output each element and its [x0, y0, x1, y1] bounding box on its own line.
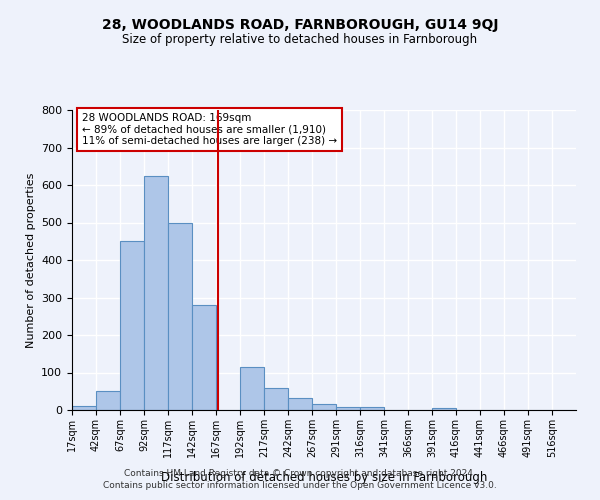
Text: 28 WOODLANDS ROAD: 169sqm
← 89% of detached houses are smaller (1,910)
11% of se: 28 WOODLANDS ROAD: 169sqm ← 89% of detac…	[82, 113, 337, 146]
X-axis label: Distribution of detached houses by size in Farnborough: Distribution of detached houses by size …	[161, 471, 487, 484]
Text: Contains public sector information licensed under the Open Government Licence v3: Contains public sector information licen…	[103, 481, 497, 490]
Text: Contains HM Land Registry data © Crown copyright and database right 2024.: Contains HM Land Registry data © Crown c…	[124, 468, 476, 477]
Bar	[120, 242, 144, 410]
Bar	[144, 176, 168, 410]
Bar	[264, 388, 288, 410]
Text: Size of property relative to detached houses in Farnborough: Size of property relative to detached ho…	[122, 32, 478, 46]
Bar	[288, 398, 312, 410]
Bar	[432, 408, 456, 410]
Bar	[72, 406, 96, 410]
Y-axis label: Number of detached properties: Number of detached properties	[26, 172, 35, 348]
Bar	[312, 404, 336, 410]
Bar	[360, 408, 384, 410]
Bar	[96, 391, 120, 410]
Bar	[192, 305, 216, 410]
Bar	[168, 222, 192, 410]
Bar	[336, 407, 360, 410]
Text: 28, WOODLANDS ROAD, FARNBOROUGH, GU14 9QJ: 28, WOODLANDS ROAD, FARNBOROUGH, GU14 9Q…	[102, 18, 498, 32]
Bar	[240, 367, 264, 410]
